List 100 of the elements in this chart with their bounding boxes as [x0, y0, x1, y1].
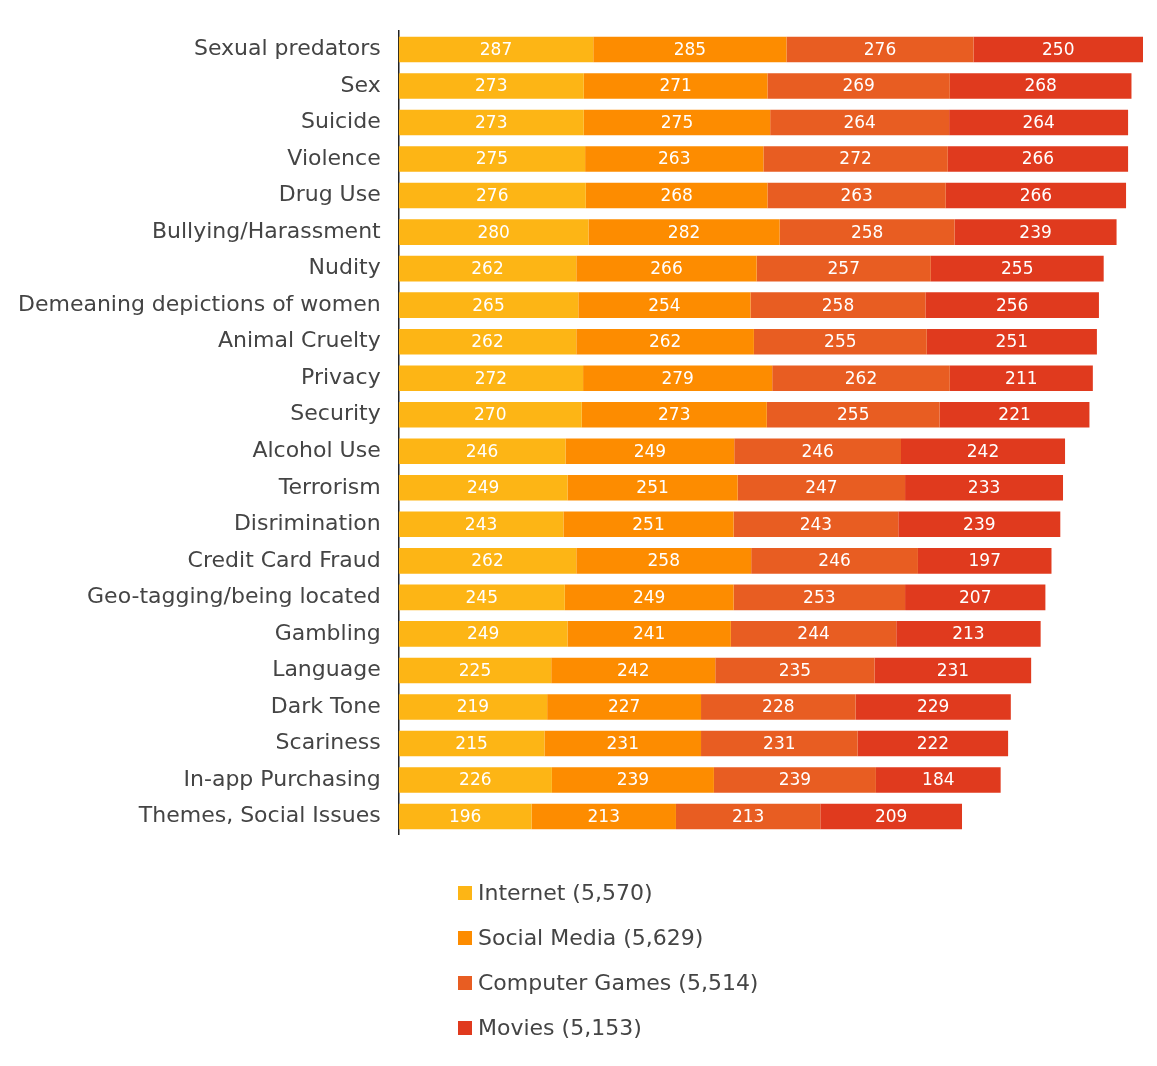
y-tick-label: Violence — [287, 144, 381, 170]
data-label: 268 — [1024, 75, 1057, 96]
bar — [905, 584, 1046, 611]
data-label: 207 — [959, 586, 992, 607]
data-label: 215 — [455, 732, 488, 753]
data-label: 233 — [967, 477, 1001, 498]
data-label: 246 — [801, 440, 834, 461]
bar — [576, 328, 754, 355]
y-tick-label: Suicide — [300, 108, 381, 134]
bar — [398, 584, 565, 611]
bar — [564, 584, 734, 611]
data-label: 221 — [998, 404, 1031, 425]
data-label: 258 — [647, 550, 680, 571]
bar — [398, 511, 564, 538]
data-label: 255 — [1001, 258, 1034, 279]
data-label: 250 — [1042, 38, 1075, 59]
data-label: 254 — [648, 294, 681, 315]
bar — [398, 219, 589, 245]
legend-label: Computer Games (5,514) — [478, 970, 759, 995]
bar — [857, 730, 1009, 757]
data-label: 275 — [660, 111, 694, 132]
bar — [398, 548, 577, 574]
bar — [939, 401, 1090, 428]
data-label: 273 — [475, 111, 508, 132]
data-label: 231 — [606, 732, 639, 753]
data-label: 196 — [448, 805, 482, 826]
bar — [949, 73, 1132, 99]
data-label: 239 — [616, 769, 650, 790]
bar — [786, 36, 974, 63]
data-label: 249 — [632, 586, 666, 607]
bar — [398, 767, 552, 793]
bar — [701, 730, 858, 757]
bar — [875, 767, 1001, 793]
bar — [772, 365, 950, 391]
bar — [398, 621, 568, 647]
y-tick-label: Drug Use — [278, 181, 381, 207]
data-label: 245 — [465, 586, 498, 607]
bar — [398, 657, 552, 684]
bar — [585, 182, 768, 209]
y-tick-label: Animal Cruelty — [217, 327, 381, 353]
bar — [751, 548, 918, 574]
data-label: 262 — [844, 367, 878, 388]
bar — [547, 694, 702, 720]
data-label: 197 — [968, 550, 1001, 571]
bar — [398, 182, 586, 209]
data-label: 262 — [471, 258, 504, 279]
y-tick-label: Geo-tagging/being located — [87, 583, 381, 609]
bar — [925, 292, 1099, 318]
bar — [398, 73, 584, 99]
data-label: 249 — [466, 477, 500, 498]
bar — [733, 584, 906, 611]
data-label: 257 — [827, 258, 860, 279]
bar — [901, 438, 1066, 465]
bar — [567, 621, 731, 647]
bar — [753, 328, 927, 355]
bar — [398, 292, 579, 318]
data-label: 266 — [1021, 148, 1055, 169]
data-label: 273 — [475, 75, 508, 96]
bar — [898, 511, 1061, 538]
data-label: 209 — [874, 805, 908, 826]
data-label: 271 — [659, 75, 692, 96]
legend-label: Social Media (5,629) — [478, 925, 704, 950]
data-label: 226 — [459, 769, 492, 790]
y-tick-label: Scariness — [275, 729, 381, 755]
bar — [398, 109, 584, 136]
bar — [756, 255, 931, 282]
bar — [734, 438, 901, 465]
data-label: 276 — [863, 38, 897, 59]
data-label: 251 — [636, 477, 669, 498]
bar — [947, 146, 1129, 172]
bar — [567, 475, 738, 501]
data-label: 213 — [587, 805, 620, 826]
data-label: 272 — [474, 367, 508, 388]
data-label: 249 — [466, 623, 500, 644]
bar — [398, 146, 586, 172]
data-label: 251 — [995, 331, 1029, 352]
bar — [945, 182, 1127, 209]
y-tick-label: Disrimination — [233, 510, 381, 536]
data-label: 282 — [667, 221, 701, 242]
y-tick-label: Alcohol Use — [252, 436, 381, 462]
bar — [766, 401, 940, 428]
bar — [730, 621, 897, 647]
bar — [551, 767, 714, 793]
bar — [733, 511, 899, 538]
bar — [949, 365, 1093, 391]
data-label: 213 — [952, 623, 985, 644]
bar — [767, 73, 950, 99]
data-label: 222 — [916, 732, 950, 753]
data-label: 269 — [842, 75, 875, 96]
data-label: 264 — [843, 111, 876, 132]
data-label: 262 — [648, 331, 682, 352]
data-label: 211 — [1005, 367, 1038, 388]
data-label: 231 — [763, 732, 796, 753]
data-label: 263 — [658, 148, 691, 169]
y-tick-label: Sexual predators — [193, 35, 381, 61]
bar — [715, 657, 875, 684]
data-label: 239 — [778, 769, 812, 790]
bar — [930, 255, 1104, 282]
bar — [855, 694, 1011, 720]
bar — [551, 657, 716, 684]
